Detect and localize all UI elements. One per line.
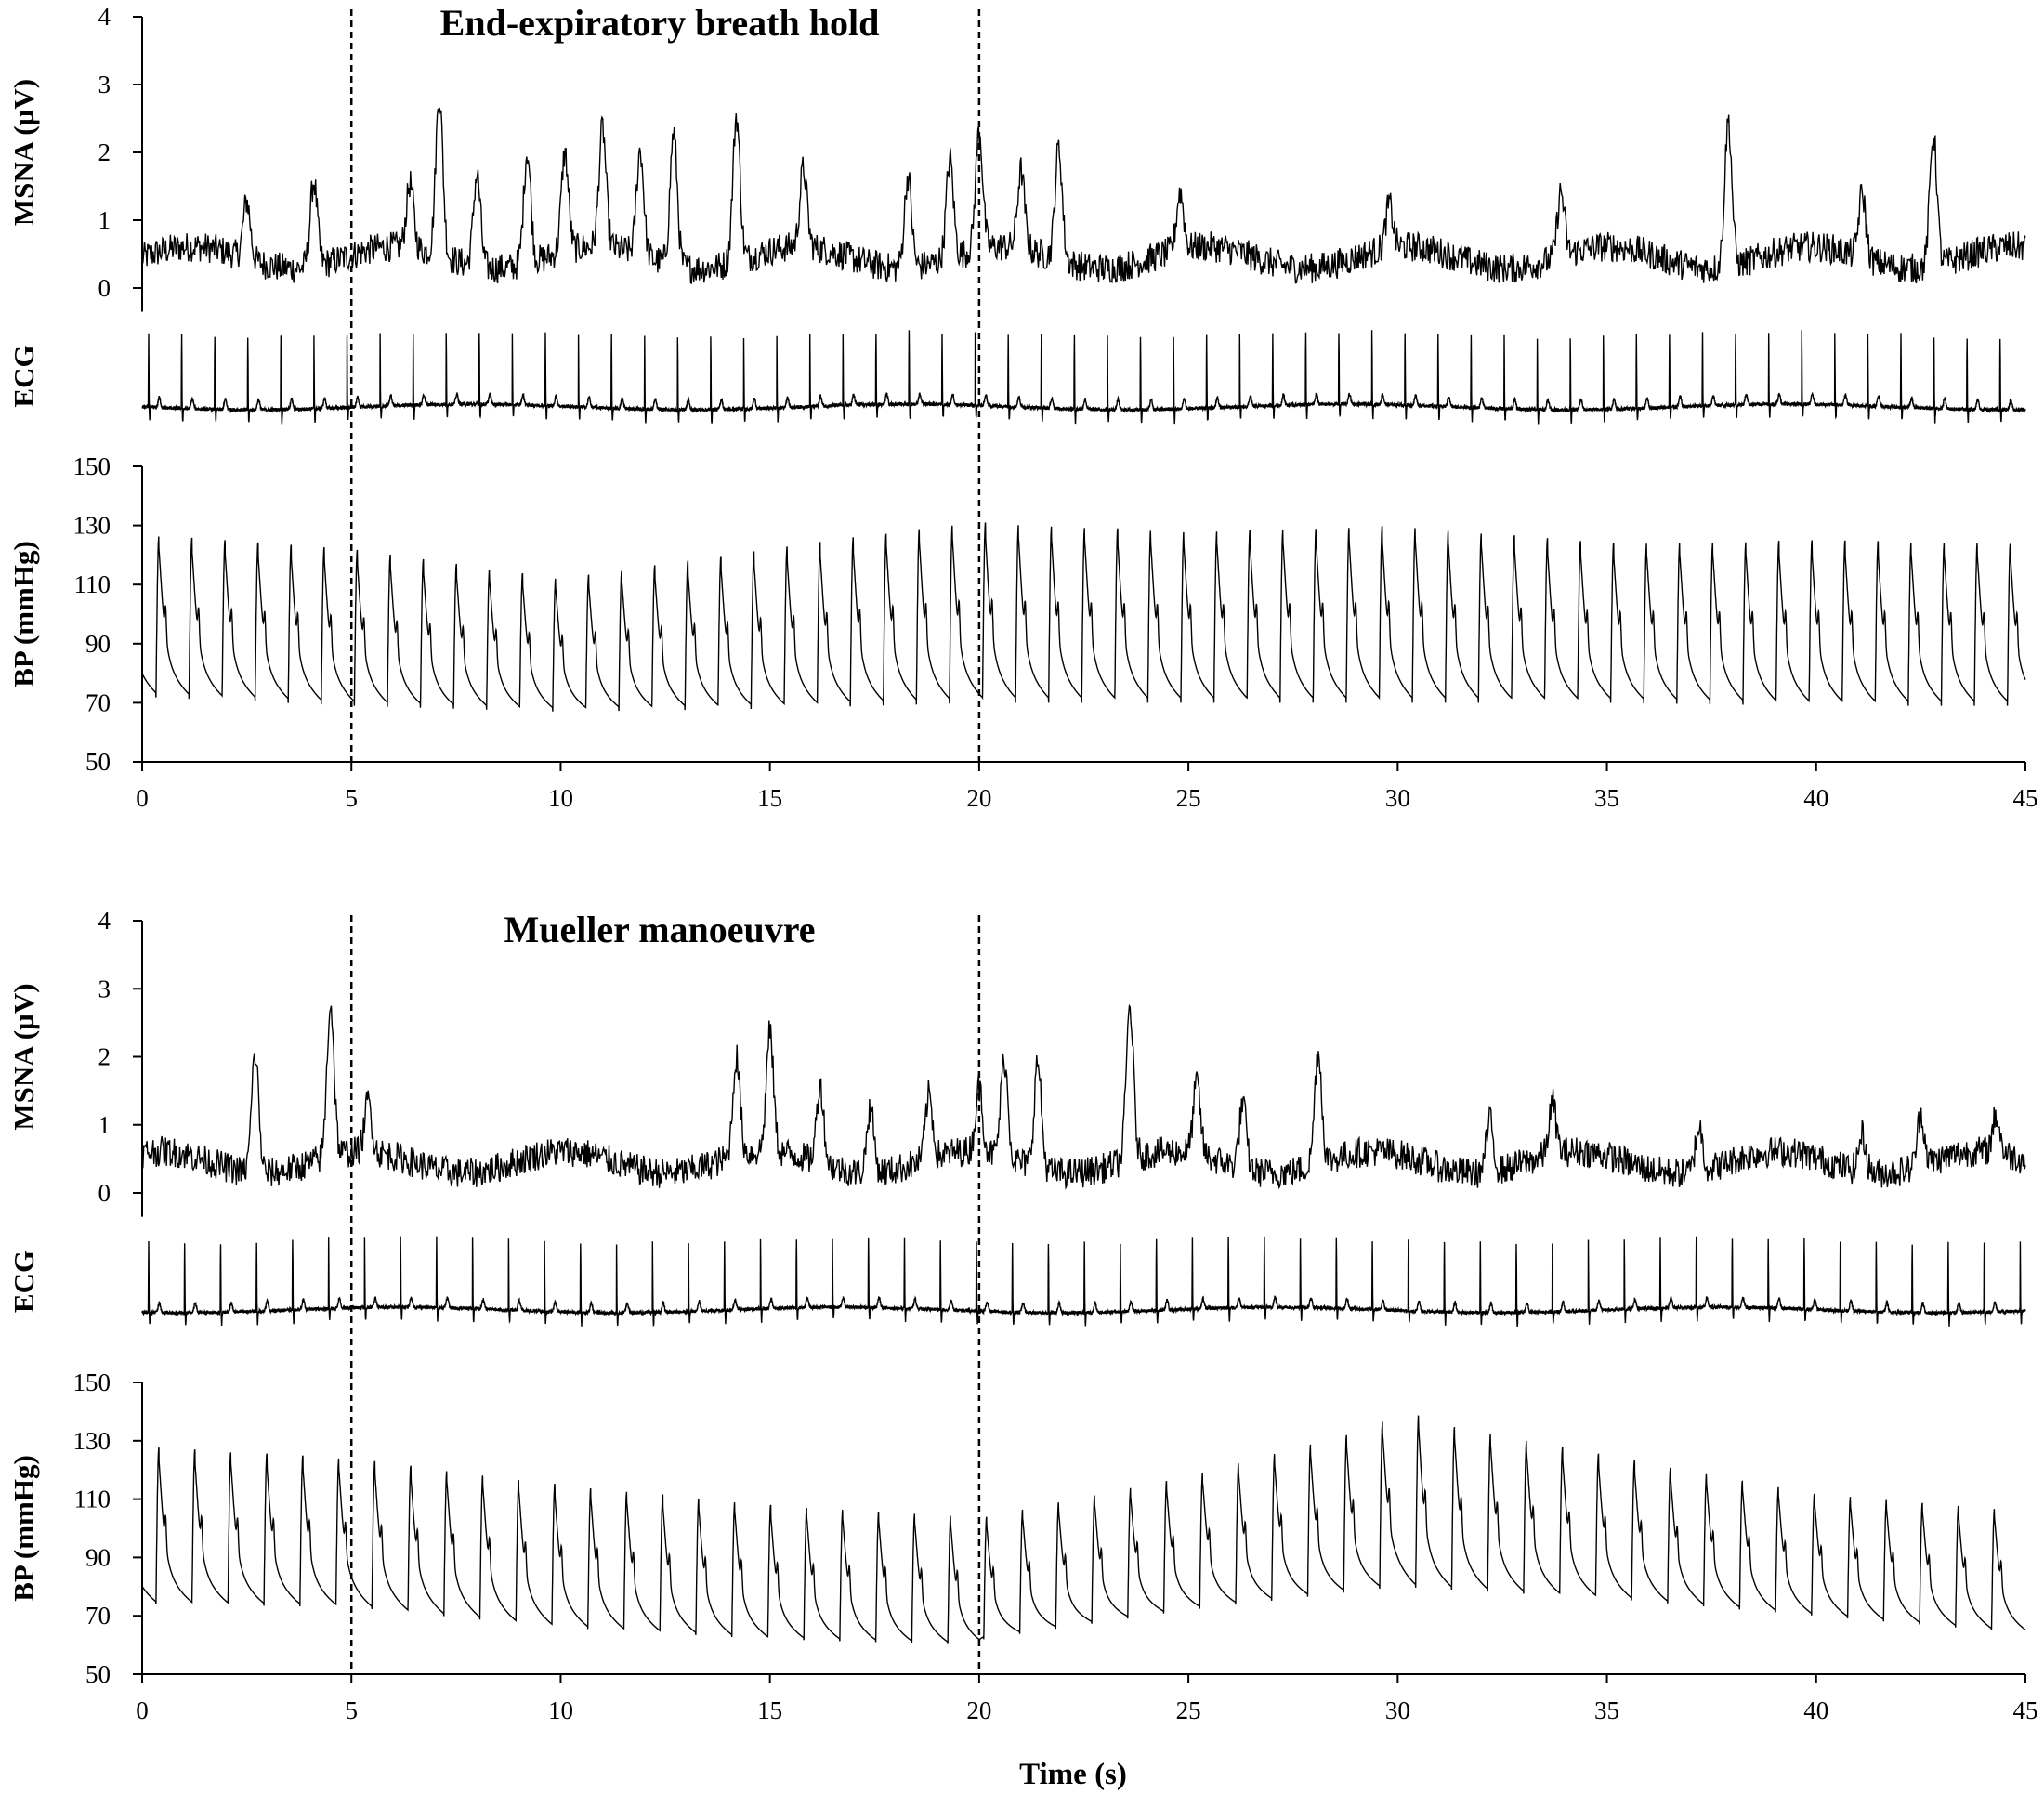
chart-title: End-expiratory breath hold bbox=[440, 2, 880, 44]
x-axis-title: Time (s) bbox=[1019, 1758, 1127, 1791]
bp-trace bbox=[141, 522, 2026, 712]
ecg-y-axis-title: ECG bbox=[7, 345, 40, 407]
x-tick-label: 35 bbox=[1594, 784, 1619, 812]
bp-y-tick-label: 70 bbox=[85, 688, 111, 716]
bp-y-tick-label: 130 bbox=[73, 1427, 111, 1455]
bp-y-tick-label: 90 bbox=[85, 630, 111, 658]
chart-1: End-expiratory breath hold 0 1 2 3 4 MSNA (µV)… bbox=[7, 2, 2038, 812]
x-tick-label: 25 bbox=[1176, 784, 1201, 812]
msna-y-tick-label: 3 bbox=[98, 71, 111, 98]
ecg-trace bbox=[141, 1236, 2026, 1328]
msna-y-tick-label: 2 bbox=[98, 138, 111, 166]
x-tick-label: 30 bbox=[1385, 1696, 1410, 1724]
msna-y-tick-label: 4 bbox=[98, 907, 111, 935]
x-tick-label: 5 bbox=[345, 1696, 358, 1724]
x-tick-label: 35 bbox=[1594, 1696, 1619, 1724]
bp-y-tick-label: 50 bbox=[85, 748, 111, 776]
x-tick-label: 15 bbox=[757, 784, 782, 812]
msna-trace bbox=[141, 107, 2026, 285]
bp-y-tick-label: 50 bbox=[85, 1660, 111, 1688]
bp-y-tick-label: 90 bbox=[85, 1543, 111, 1571]
bp-y-tick-label: 70 bbox=[85, 1602, 111, 1630]
x-tick-label: 25 bbox=[1176, 1696, 1201, 1724]
ecg-trace bbox=[141, 330, 2026, 425]
bp-y-tick-label: 110 bbox=[74, 570, 111, 598]
x-tick-label: 45 bbox=[2013, 784, 2038, 812]
msna-y-tick-label: 1 bbox=[98, 206, 111, 234]
x-tick-label: 5 bbox=[345, 784, 358, 812]
bp-y-tick-label: 150 bbox=[73, 1368, 111, 1396]
x-tick-label: 40 bbox=[1803, 1696, 1828, 1724]
x-tick-label: 30 bbox=[1385, 784, 1410, 812]
x-tick-label: 45 bbox=[2013, 1696, 2038, 1724]
msna-y-tick-label: 2 bbox=[98, 1043, 111, 1071]
bp-y-tick-label: 110 bbox=[74, 1486, 111, 1513]
msna-y-tick-label: 0 bbox=[98, 274, 111, 302]
bp-y-tick-label: 150 bbox=[73, 452, 111, 480]
bp-y-axis-title: BP (mmHg) bbox=[7, 541, 40, 687]
msna-y-tick-label: 0 bbox=[98, 1179, 111, 1207]
msna-y-tick-label: 4 bbox=[98, 3, 111, 31]
msna-trace bbox=[141, 1003, 2026, 1190]
msna-y-tick-label: 3 bbox=[98, 975, 111, 1002]
x-tick-label: 0 bbox=[136, 784, 149, 812]
bp-trace bbox=[141, 1415, 2026, 1644]
bp-y-tick-label: 130 bbox=[73, 512, 111, 540]
msna-y-axis-title: MSNA (µV) bbox=[7, 79, 40, 226]
x-tick-label: 20 bbox=[966, 1696, 991, 1724]
chart-title: Mueller manoeuvre bbox=[504, 909, 815, 950]
x-tick-label: 10 bbox=[548, 1696, 573, 1724]
x-tick-label: 40 bbox=[1803, 784, 1828, 812]
x-tick-label: 15 bbox=[757, 1696, 782, 1724]
msna-y-axis-title: MSNA (µV) bbox=[7, 983, 40, 1130]
x-tick-label: 10 bbox=[548, 784, 573, 812]
msna-y-tick-label: 1 bbox=[98, 1111, 111, 1139]
bp-y-axis-title: BP (mmHg) bbox=[7, 1455, 40, 1602]
x-tick-label: 20 bbox=[966, 784, 991, 812]
ecg-y-axis-title: ECG bbox=[7, 1251, 40, 1313]
x-tick-label: 0 bbox=[136, 1696, 149, 1724]
